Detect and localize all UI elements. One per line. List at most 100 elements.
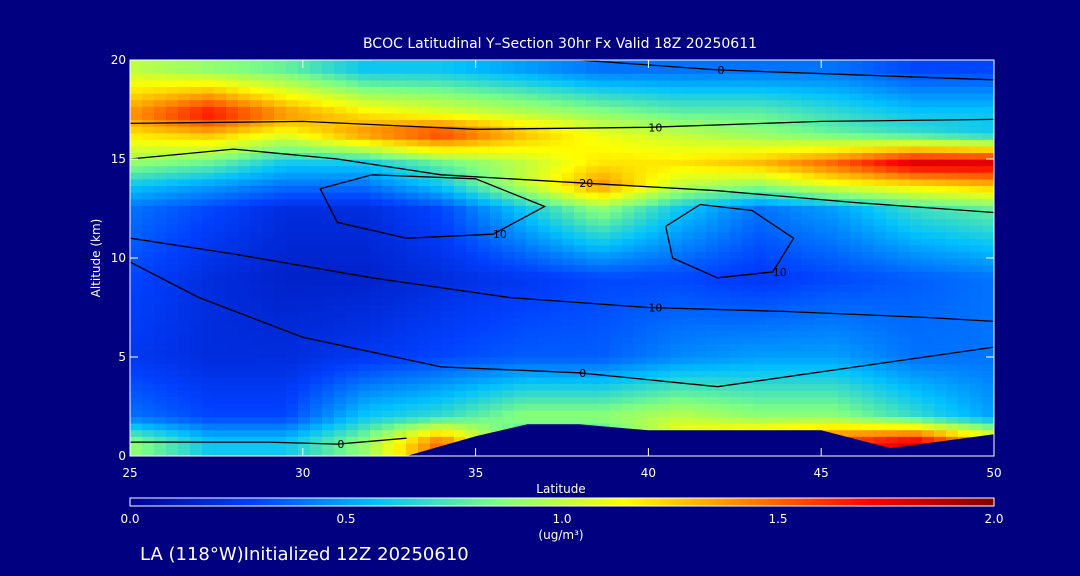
field-cell xyxy=(910,370,923,378)
field-cell xyxy=(286,218,299,226)
field-cell xyxy=(658,390,671,398)
field-cell xyxy=(874,376,887,384)
field-cell xyxy=(598,383,611,391)
field-cell xyxy=(898,86,911,94)
field-cell xyxy=(250,291,263,299)
field-cell xyxy=(130,350,143,358)
field-cell xyxy=(982,297,994,305)
field-cell xyxy=(562,310,575,318)
field-cell xyxy=(610,60,623,68)
field-cell xyxy=(586,112,599,120)
field-cell xyxy=(838,178,851,186)
field-cell xyxy=(634,211,647,219)
field-cell xyxy=(622,205,635,213)
field-cell xyxy=(358,416,371,424)
field-cell xyxy=(658,297,671,305)
field-cell xyxy=(250,370,263,378)
field-cell xyxy=(718,304,731,312)
field-cell xyxy=(298,225,311,233)
field-cell xyxy=(238,264,251,272)
field-cell xyxy=(670,205,683,213)
field-cell xyxy=(394,119,407,127)
field-cell xyxy=(730,383,743,391)
field-cell xyxy=(838,277,851,285)
field-cell xyxy=(454,60,467,68)
field-cell xyxy=(610,93,623,101)
field-cell xyxy=(286,238,299,246)
field-cell xyxy=(670,112,683,120)
field-cell xyxy=(310,383,323,391)
field-cell xyxy=(766,198,779,206)
field-cell xyxy=(466,337,479,345)
field-cell xyxy=(814,86,827,94)
field-cell xyxy=(922,86,935,94)
field-cell xyxy=(850,390,863,398)
field-cell xyxy=(958,159,971,167)
field-cell xyxy=(634,225,647,233)
field-cell xyxy=(790,178,803,186)
field-cell xyxy=(910,416,923,424)
field-cell xyxy=(382,423,395,431)
field-cell xyxy=(874,251,887,259)
field-cell xyxy=(154,304,167,312)
field-cell xyxy=(406,284,419,292)
field-cell xyxy=(694,383,707,391)
field-cell xyxy=(766,218,779,226)
field-cell xyxy=(478,330,491,338)
field-cell xyxy=(598,231,611,239)
field-cell xyxy=(178,218,191,226)
field-cell xyxy=(778,211,791,219)
field-cell xyxy=(214,357,227,365)
field-cell xyxy=(970,370,983,378)
field-cell xyxy=(922,403,935,411)
field-cell xyxy=(298,198,311,206)
field-cell xyxy=(718,277,731,285)
field-cell xyxy=(310,416,323,424)
field-cell xyxy=(970,291,983,299)
field-cell xyxy=(418,218,431,226)
field-cell xyxy=(694,238,707,246)
field-cell xyxy=(874,172,887,180)
field-cell xyxy=(334,304,347,312)
field-cell xyxy=(346,284,359,292)
field-cell xyxy=(190,330,203,338)
field-cell xyxy=(334,370,347,378)
field-cell xyxy=(502,106,515,114)
field-cell xyxy=(790,132,803,140)
field-cell xyxy=(406,178,419,186)
field-cell xyxy=(862,145,875,153)
field-cell xyxy=(838,297,851,305)
field-cell xyxy=(454,324,467,332)
field-cell xyxy=(886,350,899,358)
field-cell xyxy=(346,159,359,167)
field-cell xyxy=(658,376,671,384)
field-cell xyxy=(886,119,899,127)
field-cell xyxy=(934,126,947,134)
field-cell xyxy=(502,277,515,285)
field-cell xyxy=(322,79,335,87)
field-cell xyxy=(886,198,899,206)
field-cell xyxy=(202,139,215,147)
field-cell xyxy=(466,277,479,285)
field-cell xyxy=(586,126,599,134)
field-cell xyxy=(430,178,443,186)
field-cell xyxy=(790,211,803,219)
field-cell xyxy=(514,172,527,180)
field-cell xyxy=(646,284,659,292)
field-cell xyxy=(562,93,575,101)
field-cell xyxy=(658,218,671,226)
field-cell xyxy=(574,60,587,68)
field-cell xyxy=(910,396,923,404)
field-cell xyxy=(862,185,875,193)
field-cell xyxy=(754,73,767,81)
field-cell xyxy=(490,390,503,398)
field-cell xyxy=(910,310,923,318)
field-cell xyxy=(574,79,587,87)
field-cell xyxy=(406,99,419,107)
field-cell xyxy=(862,363,875,371)
field-cell xyxy=(346,304,359,312)
field-cell xyxy=(970,244,983,252)
field-cell xyxy=(166,409,179,417)
field-cell xyxy=(802,258,815,266)
field-cell xyxy=(214,218,227,226)
